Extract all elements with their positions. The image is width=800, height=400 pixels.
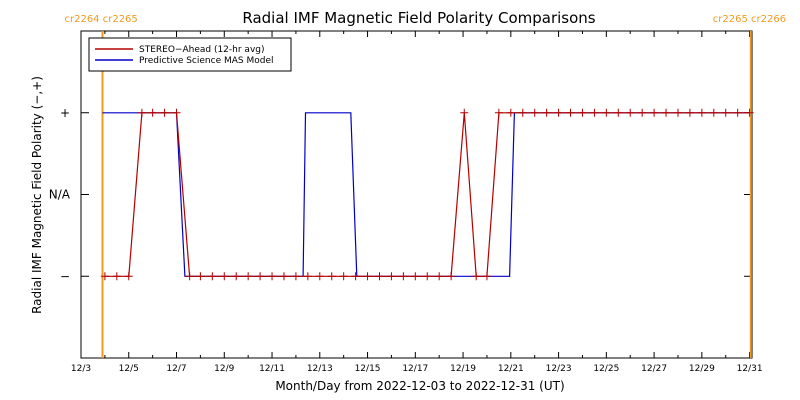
x-tick-label: 12/23 bbox=[546, 364, 572, 374]
plot-frame bbox=[80, 30, 753, 359]
x-tick-label: 12/19 bbox=[450, 364, 476, 374]
carrington-rotation-markers: cr2264 cr2265 cr2265 cr2266 bbox=[64, 14, 786, 358]
y-tick-label: + bbox=[60, 106, 70, 120]
x-tick-label: 12/15 bbox=[355, 364, 381, 374]
x-tick-label: 12/13 bbox=[307, 364, 333, 374]
x-tick-label: 12/5 bbox=[119, 364, 139, 374]
x-tick-label: 12/9 bbox=[214, 364, 234, 374]
legend: STEREO−Ahead (12-hr avg) Predictive Scie… bbox=[88, 37, 292, 72]
x-axis-ticks: 12/3 12/5 12/7 12/9 12/11 12/13 12/15 12/17 12/1… bbox=[71, 31, 763, 374]
legend-label-stereo: STEREO−Ahead (12-hr avg) bbox=[139, 45, 265, 55]
x-tick-label: 12/11 bbox=[259, 364, 285, 374]
x-tick-label: 12/3 bbox=[71, 364, 91, 374]
legend-label-model: Predictive Science MAS Model bbox=[139, 56, 274, 66]
legend-box bbox=[88, 37, 292, 72]
stereo-ahead-line bbox=[104, 112, 750, 277]
chart-title: Radial IMF Magnetic Field Polarity Compa… bbox=[242, 9, 595, 27]
carrington-rotation-label: cr2265 cr2266 bbox=[713, 14, 786, 25]
x-tick-label: 12/31 bbox=[737, 364, 763, 374]
y-axis-ticks: + N/A − bbox=[49, 106, 752, 283]
y-tick-label: − bbox=[60, 269, 70, 283]
x-tick-label: 12/17 bbox=[402, 364, 428, 374]
x-tick-label: 12/7 bbox=[166, 364, 186, 374]
x-tick-label: 12/27 bbox=[641, 364, 667, 374]
y-axis-label: Radial IMF Magnetic Field Polarity (−,+) bbox=[30, 76, 44, 314]
data-series bbox=[100, 108, 754, 281]
carrington-rotation-label: cr2264 cr2265 bbox=[64, 14, 137, 25]
x-axis-label: Month/Day from 2022-12-03 to 2022-12-31 … bbox=[275, 379, 564, 393]
y-tick-label: N/A bbox=[49, 188, 71, 202]
x-tick-label: 12/29 bbox=[689, 364, 715, 374]
x-tick-label: 12/25 bbox=[593, 364, 619, 374]
x-tick-label: 12/21 bbox=[498, 364, 524, 374]
mas-model-line bbox=[102, 112, 750, 277]
